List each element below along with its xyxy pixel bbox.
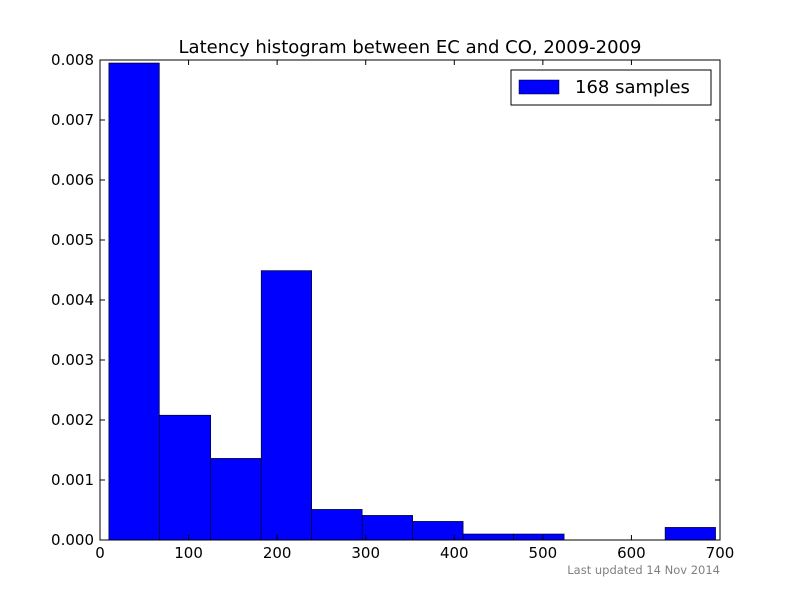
x-tick-label: 500 [529,544,558,562]
histogram-bar [260,270,312,541]
y-tick-label: 0.001 [51,471,94,489]
y-tick-label: 0.008 [51,51,94,69]
histogram-bar [108,62,160,541]
plot-frame [99,59,721,541]
y-tick-label: 0.003 [51,351,94,369]
y-tick-label: 0.005 [51,231,94,249]
bars-layer [108,62,716,541]
legend-label: 168 samples [575,77,690,98]
histogram-bar [311,509,363,541]
legend: 168 samples [510,69,712,106]
ticks-layer: 0 100 200 300 400 500 600 700 0.000 0.001 0.002 0.0… [51,51,734,562]
histogram-bar [664,527,716,541]
y-tick-label: 0.006 [51,171,94,189]
x-tick-label: 400 [440,544,469,562]
y-tick-label: 0.000 [51,531,94,549]
y-tick-label: 0.004 [51,291,94,309]
histogram-bar [462,533,514,541]
x-tick-label: 300 [351,544,380,562]
histogram-bar [159,414,212,541]
x-tick-label: 200 [263,544,292,562]
histogram-bar [361,515,413,541]
x-tick-label: 700 [706,544,735,562]
chart-title: Latency histogram between EC and CO, 200… [179,37,642,58]
last-updated-text: Last updated 14 Nov 2014 [567,563,720,577]
histogram-bar [513,533,565,541]
legend-swatch [518,79,560,95]
x-tick-label: 100 [174,544,203,562]
y-tick-label: 0.002 [51,411,94,429]
histogram-bar [210,458,262,541]
x-tick-label: 0 [95,544,105,562]
x-tick-label: 600 [617,544,646,562]
y-tick-label: 0.007 [51,111,94,129]
histogram-bar [412,521,464,541]
